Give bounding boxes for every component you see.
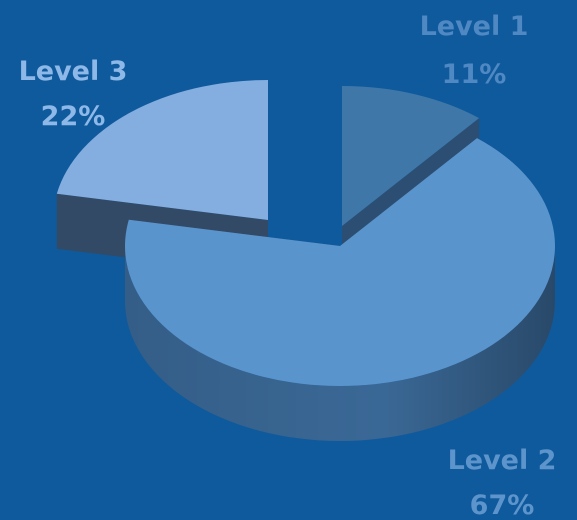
slice-label-level-3-name: Level 3 xyxy=(19,56,128,87)
slice-label-level-3-value: 22% xyxy=(41,101,106,132)
slice-level-2-top xyxy=(125,138,556,387)
slice-label-level-1-value: 11% xyxy=(442,59,507,90)
slice-level-3-top xyxy=(56,80,269,220)
slice-label-level-1-name: Level 1 xyxy=(420,11,529,42)
slice-level-2-rim-shade xyxy=(125,246,555,441)
slice-level-1-top xyxy=(342,86,480,226)
slice-label-level-2-value: 67% xyxy=(470,490,535,520)
slice-level-2 xyxy=(125,138,556,441)
slice-label-level-2-name: Level 2 xyxy=(448,445,557,476)
